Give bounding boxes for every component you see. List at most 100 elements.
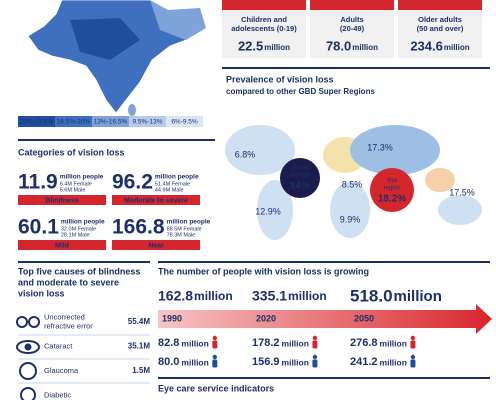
male-icon-body xyxy=(312,359,318,368)
male-icon-body xyxy=(410,359,416,368)
cause-label: Uncorrected xyxy=(44,312,85,321)
category-bar xyxy=(18,195,106,205)
section-title: and moderate to severe xyxy=(18,277,119,287)
region-label: region xyxy=(384,186,401,192)
global-value: 14% xyxy=(290,181,310,192)
glasses-icon xyxy=(28,316,40,328)
female-icon-head xyxy=(312,335,318,341)
age-unit: million xyxy=(444,43,470,52)
card-photo xyxy=(398,0,482,10)
growth-year: 2020 xyxy=(256,313,276,323)
glasses-icon xyxy=(16,316,28,328)
growth-arrow xyxy=(158,304,492,334)
category-label: Near xyxy=(148,242,164,249)
age-value: 22.5 xyxy=(238,38,263,53)
age-unit: million xyxy=(264,43,290,52)
growth-male-unit: million xyxy=(282,357,309,367)
growth-male: 156.9 xyxy=(252,356,280,368)
category-value: 166.8 xyxy=(112,216,165,239)
legend-swatch xyxy=(92,116,129,127)
section-title: compared to other GBD Super Regions xyxy=(226,87,375,96)
growth-unit: million xyxy=(394,288,442,305)
eye-icon xyxy=(24,343,32,351)
eye-icon xyxy=(16,340,40,354)
glaucoma-icon xyxy=(19,362,37,380)
category-bar xyxy=(112,195,200,205)
region-map-part xyxy=(150,0,206,40)
region-badge xyxy=(370,168,414,212)
section-title: Eye care service indicators xyxy=(158,383,274,393)
cause-label: Cataract xyxy=(44,341,73,350)
continent xyxy=(330,182,370,238)
region-label: This xyxy=(386,179,397,185)
age-value: 234.6 xyxy=(410,38,443,53)
continent xyxy=(438,195,482,225)
region-value: 9.9% xyxy=(340,214,361,224)
category-unit: million people xyxy=(167,219,211,226)
region-value: 17.5% xyxy=(449,187,475,197)
female-icon-body xyxy=(410,340,416,349)
growth-female: 82.8 xyxy=(158,337,179,349)
category-female: 51.4M Female xyxy=(155,181,190,187)
age-label: Older adults xyxy=(418,15,462,24)
growth-female: 276.8 xyxy=(350,337,378,349)
category-male: 44.9M Male xyxy=(155,187,184,193)
legend-label: 13%-16.5% xyxy=(94,119,128,126)
male-icon-body xyxy=(212,359,218,368)
legend-swatch xyxy=(129,116,166,127)
global-label: average xyxy=(289,173,311,179)
category-label: Mild xyxy=(55,242,69,249)
growth-female-unit: million xyxy=(282,338,309,348)
category-bar xyxy=(112,240,200,250)
legend-swatch xyxy=(18,116,55,127)
growth-male-unit: million xyxy=(181,357,208,367)
diabetic-icon xyxy=(20,387,36,400)
category-male: 28.1M Male xyxy=(61,232,90,238)
card-photo xyxy=(310,0,394,10)
cause-label: refractive error xyxy=(44,321,93,330)
continent xyxy=(425,168,455,192)
section-title: vision loss xyxy=(18,288,65,298)
global-label: Global xyxy=(291,166,308,172)
section-title: Prevalence of vision loss xyxy=(226,74,334,84)
section-title: The number of people with vision loss is… xyxy=(158,266,369,276)
category-female: 88.5M Female xyxy=(167,226,202,232)
growth-male-unit: million xyxy=(380,357,407,367)
section-title: Categories of vision loss xyxy=(18,147,125,157)
age-label: Children and xyxy=(241,15,287,24)
global-badge xyxy=(280,158,320,198)
region-value: 12.9% xyxy=(255,206,281,216)
region-map-part xyxy=(70,18,140,60)
cause-label: Glaucoma xyxy=(44,366,79,375)
age-value: 78.0 xyxy=(326,38,351,53)
growth-female-unit: million xyxy=(181,338,208,348)
age-label: Adults xyxy=(340,15,363,24)
legend-swatch xyxy=(166,116,203,127)
continent xyxy=(225,125,295,175)
category-value: 60.1 xyxy=(18,216,59,239)
legend-label: 6%-9.5% xyxy=(171,119,198,126)
age-label: (50 and over) xyxy=(417,24,464,33)
female-icon-head xyxy=(212,335,218,341)
category-value: 96.2 xyxy=(112,171,153,194)
growth-total: 335.1 xyxy=(252,288,287,304)
region-value: 17.3% xyxy=(367,142,393,152)
cause-icons xyxy=(16,316,40,400)
region-value: 8.5% xyxy=(342,179,363,189)
age-label: (20-49) xyxy=(340,24,365,33)
category-unit: million people xyxy=(61,219,105,226)
growth-total: 162.8 xyxy=(158,288,193,304)
legend-label: 9.5%-13% xyxy=(133,119,163,126)
male-icon-head xyxy=(410,354,416,360)
world-map xyxy=(225,125,482,240)
legend-swatch xyxy=(55,116,92,127)
male-icon-head xyxy=(212,354,218,360)
age-cards xyxy=(222,0,482,58)
card-photo xyxy=(222,0,306,10)
growth-female: 178.2 xyxy=(252,337,280,349)
category-bar xyxy=(18,240,106,250)
category-male: 78.3M Male xyxy=(167,232,196,238)
continent xyxy=(350,125,440,175)
